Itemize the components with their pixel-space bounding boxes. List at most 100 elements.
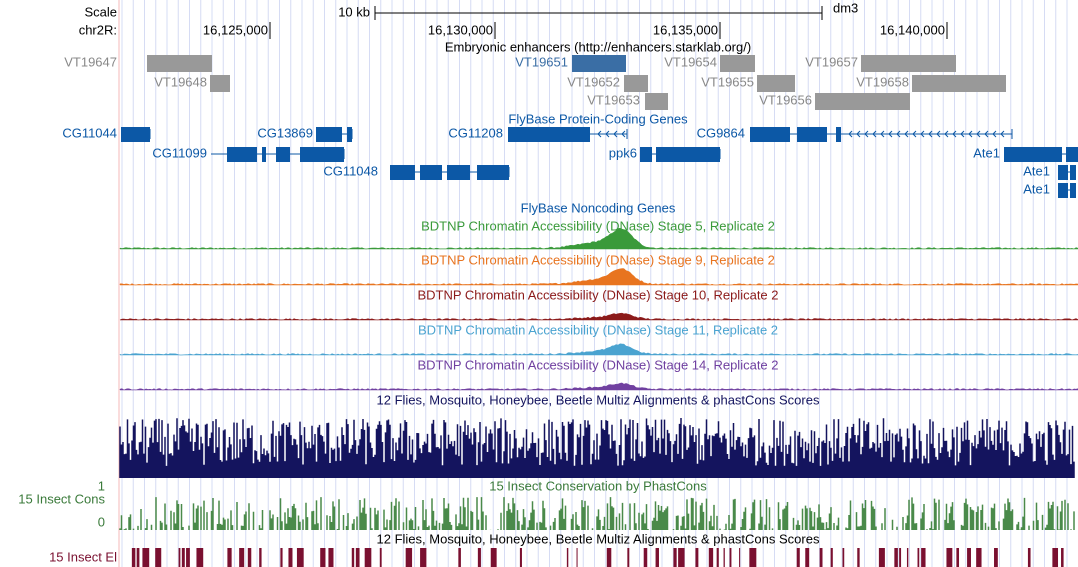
enhancer-label: VT19653 [587, 92, 640, 107]
conserved-element [994, 548, 998, 567]
chrom-label: chr2R: [79, 22, 117, 37]
gene-label: CG11044 [62, 125, 117, 140]
strand-arrow [621, 130, 626, 138]
conserved-element [819, 548, 823, 567]
strand-arrow [920, 130, 925, 138]
conserved-element [606, 548, 612, 567]
phastcons-bars [119, 497, 1075, 530]
exon [390, 165, 415, 180]
exon [1070, 183, 1076, 198]
strand-arrow [936, 130, 941, 138]
track-title: 12 Flies, Mosquito, Honeybee, Beetle Mul… [377, 392, 820, 407]
strand-arrow [856, 130, 861, 138]
enhancer [720, 55, 755, 72]
enhancer [912, 75, 1006, 92]
conserved-element [655, 548, 659, 567]
strand-arrow [984, 130, 989, 138]
exon [1004, 147, 1062, 162]
conservation-bars [119, 418, 1075, 478]
enhancer-label: VT19654 [664, 54, 717, 69]
conserved-element [723, 548, 725, 567]
gene-label: CG9864 [697, 125, 745, 140]
conserved-element [576, 548, 578, 567]
position-label: 16,140,000 [880, 22, 945, 37]
conserved-element [749, 548, 757, 567]
signal [119, 268, 1078, 286]
track-label: 15 Insect Cons [18, 491, 105, 506]
conserved-element [136, 548, 140, 567]
conserved-element [830, 548, 833, 567]
strand-arrow [872, 130, 877, 138]
exon [1070, 165, 1076, 180]
position-label: 16,125,000 [203, 22, 268, 37]
signal [119, 343, 1078, 356]
enhancer-label: VT19658 [856, 74, 909, 89]
exon [640, 147, 652, 162]
track-label: 15 Insect El [49, 549, 117, 564]
enhancer-label: VT19651 [515, 54, 568, 69]
conserved-element [196, 548, 204, 567]
conserved-element [857, 548, 860, 567]
enhancer [572, 55, 626, 72]
conserved-element [805, 548, 810, 567]
conserved-element [477, 548, 481, 567]
exon [797, 127, 827, 142]
conserved-element [351, 548, 355, 567]
strand-arrow [880, 130, 885, 138]
conserved-element [695, 548, 699, 567]
conserved-element [921, 548, 926, 567]
conserved-element [967, 548, 971, 567]
enhancer [210, 75, 230, 92]
conserved-element [320, 548, 326, 567]
exon [262, 147, 266, 162]
conserved-element [247, 548, 252, 567]
enhancer [815, 93, 910, 110]
track-title: BDTNP Chromatin Accessibility (DNase) St… [421, 252, 775, 267]
conserved-element [490, 548, 497, 567]
track-title: 15 Insect Conservation by PhastCons [489, 478, 707, 493]
exon [656, 147, 720, 162]
conserved-element [239, 548, 245, 567]
gene-label: Ate1 [1023, 181, 1050, 196]
strand-arrow [896, 130, 901, 138]
track-title: 12 Flies, Mosquito, Honeybee, Beetle Mul… [377, 531, 820, 546]
conserved-element [956, 548, 960, 567]
conserved-element [729, 548, 732, 567]
conserved-element [627, 548, 630, 567]
exon [1058, 183, 1068, 198]
strand-arrow [904, 130, 909, 138]
conserved-element [364, 548, 372, 567]
enhancer-label: VT19648 [154, 74, 207, 89]
exon [477, 165, 509, 180]
track-title: BDTNP Chromatin Accessibility (DNase) St… [417, 357, 778, 372]
strand-arrow [1000, 130, 1005, 138]
strand-arrow [848, 130, 853, 138]
conserved-element [716, 548, 719, 567]
gene-label: ppk6 [609, 145, 637, 160]
exon [316, 127, 342, 142]
gene-label: CG11208 [448, 125, 503, 140]
gene-label: Ate1 [1023, 163, 1050, 178]
conserved-element [946, 548, 953, 567]
conserved-element [1052, 548, 1059, 567]
signal [119, 227, 1078, 250]
enhancer [624, 75, 648, 92]
conserved-element [1061, 548, 1064, 567]
track-title: BDTNP Chromatin Accessibility (DNase) St… [421, 218, 775, 233]
gene-label: CG11099 [152, 145, 207, 160]
enhancer-label: VT19647 [64, 54, 117, 69]
tracks: VT19647 VT19648 VT19651 VT19652 VT19653 VT196… [62, 54, 1078, 567]
conserved-element [259, 548, 262, 567]
exon [836, 127, 841, 142]
exon [420, 165, 442, 180]
exon [508, 127, 590, 142]
conserved-element [906, 548, 909, 567]
conserved-element [878, 548, 885, 567]
conserved-element [280, 548, 283, 567]
assembly: dm3 [833, 0, 858, 15]
gene-label: Ate1 [973, 145, 1000, 160]
exon [300, 147, 344, 162]
gene-label: CG11048 [323, 163, 378, 178]
strand-arrow [912, 130, 917, 138]
